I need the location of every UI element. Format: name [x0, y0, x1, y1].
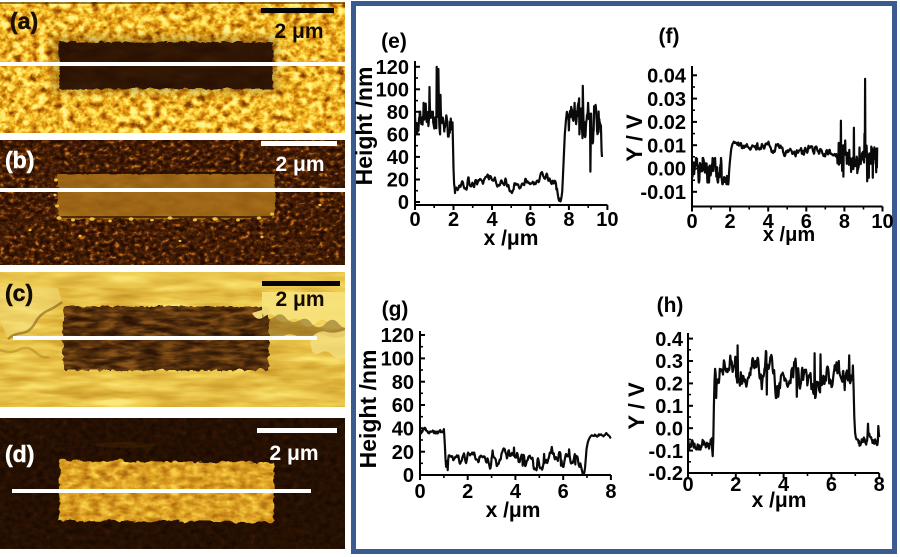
svg-text:4: 4: [763, 211, 775, 233]
svg-text:4: 4: [486, 209, 498, 231]
svg-text:(c): (c): [5, 280, 33, 306]
svg-text:40: 40: [387, 147, 409, 169]
svg-text:-0.01: -0.01: [640, 182, 686, 204]
svg-text:6: 6: [525, 209, 536, 231]
svg-text:x /μm: x /μm: [486, 499, 541, 522]
svg-text:x /μm: x /μm: [484, 227, 539, 250]
svg-text:0: 0: [398, 192, 409, 214]
svg-text:4: 4: [778, 474, 790, 496]
svg-text:100: 100: [376, 80, 409, 102]
svg-text:20: 20: [392, 442, 414, 464]
svg-text:80: 80: [392, 372, 414, 394]
svg-text:10: 10: [871, 211, 893, 233]
svg-text:4: 4: [510, 481, 522, 503]
svg-text:x /μm: x /μm: [763, 224, 815, 246]
svg-text:Height /nm: Height /nm: [355, 350, 381, 469]
svg-text:2 μm: 2 μm: [275, 153, 324, 176]
svg-text:60: 60: [392, 395, 414, 417]
svg-text:8: 8: [563, 209, 574, 231]
svg-text:Height /nm: Height /nm: [351, 67, 377, 186]
svg-text:60: 60: [387, 125, 409, 147]
svg-text:0.0: 0.0: [655, 418, 683, 440]
svg-text:Y / V: Y / V: [622, 114, 647, 162]
svg-text:0.2: 0.2: [655, 374, 683, 396]
svg-text:0.04: 0.04: [647, 66, 687, 88]
svg-text:(b): (b): [5, 147, 34, 173]
svg-text:0: 0: [414, 481, 425, 503]
svg-text:0: 0: [409, 209, 420, 231]
svg-text:100: 100: [381, 349, 414, 371]
svg-text:2: 2: [725, 211, 736, 233]
svg-text:20: 20: [387, 170, 409, 192]
svg-text:8: 8: [874, 474, 885, 496]
svg-text:2 μm: 2 μm: [274, 20, 323, 43]
svg-text:8: 8: [605, 481, 616, 503]
svg-text:0.01: 0.01: [647, 135, 686, 157]
svg-text:2 μm: 2 μm: [275, 288, 324, 311]
svg-text:10: 10: [596, 209, 618, 231]
svg-text:6: 6: [826, 474, 837, 496]
svg-text:0.1: 0.1: [655, 396, 683, 418]
svg-text:0.4: 0.4: [655, 329, 684, 351]
svg-text:0.02: 0.02: [647, 112, 686, 134]
svg-text:(a): (a): [10, 8, 38, 34]
svg-text:0.3: 0.3: [655, 351, 683, 373]
svg-text:2 μm: 2 μm: [269, 442, 318, 465]
svg-text:x /μm: x /μm: [752, 489, 807, 512]
svg-text:(h): (h): [657, 294, 684, 317]
svg-text:(d): (d): [5, 441, 34, 467]
svg-text:120: 120: [376, 57, 409, 79]
svg-text:-0.1: -0.1: [649, 441, 683, 463]
svg-text:0: 0: [686, 211, 697, 233]
svg-text:2: 2: [462, 481, 473, 503]
svg-text:80: 80: [387, 102, 409, 124]
svg-text:40: 40: [392, 419, 414, 441]
svg-text:Y / V: Y / V: [624, 382, 649, 430]
svg-text:6: 6: [801, 211, 812, 233]
svg-text:-0.2: -0.2: [649, 463, 683, 485]
svg-text:2: 2: [730, 474, 741, 496]
svg-text:0.03: 0.03: [647, 89, 686, 111]
svg-text:0: 0: [403, 465, 414, 487]
svg-text:0.00: 0.00: [647, 159, 686, 181]
svg-text:120: 120: [381, 325, 414, 347]
svg-text:8: 8: [839, 211, 850, 233]
svg-text:0: 0: [682, 474, 693, 496]
svg-text:(e): (e): [381, 30, 407, 53]
svg-text:(f): (f): [659, 25, 680, 48]
svg-text:6: 6: [558, 481, 569, 503]
svg-text:2: 2: [448, 209, 459, 231]
svg-text:(g): (g): [382, 298, 409, 321]
